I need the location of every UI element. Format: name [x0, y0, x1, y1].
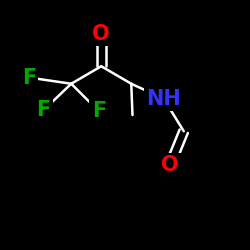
- Text: F: F: [36, 100, 51, 120]
- Text: O: O: [161, 155, 179, 175]
- Text: F: F: [92, 101, 106, 121]
- Text: O: O: [92, 24, 110, 44]
- Text: F: F: [22, 68, 36, 87]
- Text: NH: NH: [146, 89, 181, 109]
